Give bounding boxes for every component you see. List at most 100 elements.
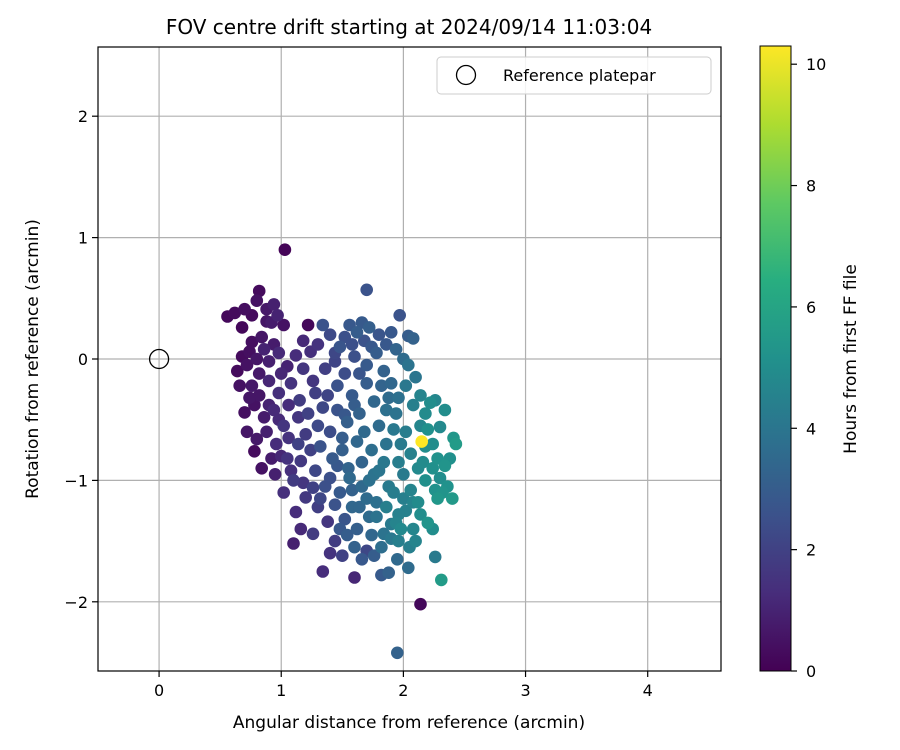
data-point [294,454,308,468]
data-point [365,528,378,542]
data-point [272,346,286,360]
data-point [365,443,378,457]
data-point [380,437,393,451]
data-point [289,349,303,362]
data-point [296,476,310,490]
data-point [419,407,432,420]
data-point [392,455,405,469]
data-point [404,447,418,461]
data-point [265,452,278,465]
data-point [372,419,386,433]
data-point [268,468,282,481]
data-point [421,516,435,530]
data-point [311,338,325,351]
data-point [402,358,415,372]
data-point [282,431,295,445]
data-point [350,435,364,448]
data-point [367,549,381,562]
data-point [338,330,352,344]
data-point [399,379,413,393]
data-point [391,646,404,660]
data-point [262,374,276,388]
data-point [392,534,405,548]
data-point [414,597,427,611]
data-point [314,440,327,453]
data-point [228,306,242,320]
data-point [271,309,284,322]
colorbar-tick-label: 2 [806,541,816,560]
data-point [250,352,264,366]
data-point [287,537,300,550]
data-point [415,435,429,448]
data-point [389,343,403,356]
chart-title: FOV centre drift starting at 2024/09/14 … [166,15,652,39]
data-point [372,328,386,342]
data-point [323,546,337,560]
data-point [316,401,330,414]
x-tick-label: 0 [154,681,164,700]
data-point [306,481,320,495]
data-point [243,391,256,405]
data-point [406,522,420,536]
data-point [435,573,448,587]
data-point [252,284,266,298]
data-point [409,370,422,384]
data-point [323,471,337,485]
data-point [394,522,408,536]
data-point [397,468,410,481]
data-point [272,386,286,400]
y-tick-label: 0 [78,350,88,369]
data-point [255,462,268,475]
data-point [370,496,383,509]
data-point [284,377,298,390]
data-point [433,471,447,485]
data-point [348,571,361,584]
data-point [380,500,393,514]
data-point [328,534,342,548]
data-point [348,540,361,554]
grid-lines [98,47,721,671]
data-point [274,367,288,380]
data-point [353,500,366,514]
data-point [426,437,440,451]
data-point [292,411,305,424]
data-point [343,471,356,485]
x-axis-ticks: 0 1 2 3 4 [154,671,653,700]
colorbar-ticks: 0 2 4 6 8 10 [791,55,826,681]
data-point [262,355,276,368]
y-tick-label: −1 [64,471,88,490]
legend-box [436,56,712,95]
data-point [387,486,400,499]
data-point [267,298,281,311]
data-point [257,343,271,356]
data-point [333,340,347,354]
data-point [353,407,366,420]
data-point [406,332,420,345]
y-tick-label: 1 [78,229,88,248]
data-point [240,358,254,372]
data-point [287,474,300,487]
data-point [340,415,354,429]
data-point [397,492,410,505]
data-point [309,386,322,400]
data-point [289,505,303,519]
data-point [404,483,418,497]
data-point [277,318,291,332]
data-point [331,379,344,393]
data-point [431,492,444,505]
data-point [375,379,388,393]
data-point [419,474,432,487]
x-tick-label: 1 [276,681,286,700]
data-point [314,492,327,505]
data-point [267,403,281,417]
data-point [411,496,425,509]
data-point [380,403,393,417]
data-point [449,437,463,451]
data-point [245,335,259,349]
x-axis-label: Angular distance from reference (arcmin) [233,713,585,733]
data-point [362,321,376,334]
data-point [358,425,371,439]
data-point [380,338,393,351]
data-point [394,437,408,451]
